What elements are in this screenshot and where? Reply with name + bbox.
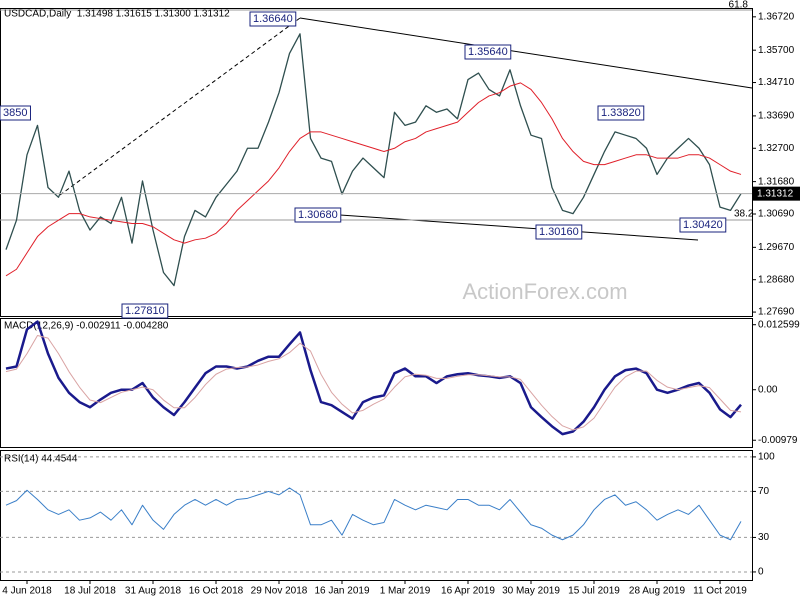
y-tick-label: 1.31680: [758, 176, 795, 187]
annotation-box: [121, 303, 169, 319]
annotation-box: [679, 217, 727, 233]
x-tick-label: 4 Jun 2018: [2, 586, 52, 597]
annotation-box: [597, 105, 645, 121]
annotation: 1.30160: [539, 226, 579, 238]
x-tick-label: 28 Aug 2019: [629, 586, 686, 597]
y-tick-label: 1.33690: [758, 111, 795, 122]
series-line: [5, 33, 742, 287]
annotation: 1.35640: [468, 46, 508, 58]
trend-line: [339, 214, 699, 241]
annotation: 1.33820: [601, 107, 641, 119]
x-tick-label: 30 May 2019: [502, 586, 560, 597]
y-tick-label: 30: [758, 532, 770, 543]
last-price-box: [753, 186, 800, 201]
last-price-label: 1.31312: [757, 188, 794, 199]
annotation: 1.36640: [253, 13, 293, 25]
x-tick-label: 16 Apr 2019: [441, 586, 495, 597]
fib-label: 61.8: [729, 0, 749, 11]
x-tick-label: 29 Nov 2018: [251, 586, 308, 597]
annotation: 1.30420: [683, 219, 723, 231]
fib-label: 38.2: [734, 209, 754, 220]
macd-title: MACD(12,26,9) -0.002911 -0.004280: [4, 321, 169, 332]
series-line: [5, 320, 742, 436]
y-tick-label: 0: [758, 567, 764, 578]
x-tick-label: 31 Aug 2018: [125, 586, 182, 597]
trend-line-dashed: [59, 17, 301, 196]
annotation: 1.27810: [125, 305, 165, 317]
y-tick-label: 1.27690: [758, 307, 795, 318]
y-tick-label: 1.34710: [758, 77, 795, 88]
annotation: 3850: [3, 107, 27, 119]
y-tick-label: 1.32700: [758, 143, 795, 154]
y-tick-label: 70: [758, 486, 770, 497]
price-title: USDCAD,Daily 1.31498 1.31615 1.31300 1.3…: [4, 9, 230, 20]
y-tick-label: 1.29670: [758, 242, 795, 253]
rsi-panel-frame: [0, 450, 753, 581]
y-tick-label: 0.012599: [758, 319, 800, 330]
y-tick-label: 1.35700: [758, 45, 795, 56]
x-tick-label: 18 Jul 2018: [64, 586, 116, 597]
y-tick-label: 0.00: [758, 384, 778, 395]
y-tick-label: 100: [758, 452, 775, 463]
x-tick-label: 11 Oct 2019: [693, 586, 747, 597]
annotation-box: [294, 207, 342, 223]
annotation-box: [535, 224, 583, 240]
x-tick-label: 16 Oct 2018: [189, 586, 244, 597]
price-panel-frame: [0, 8, 753, 317]
series-line: [5, 487, 742, 541]
y-tick-label: 1.30690: [758, 209, 795, 220]
y-tick-label: 1.28680: [758, 274, 795, 285]
trend-line: [299, 17, 753, 89]
x-tick-label: 1 Mar 2019: [380, 586, 431, 597]
annotation-box: [249, 11, 297, 27]
watermark: ActionForex.com: [462, 279, 627, 304]
y-tick-label: 1.36720: [758, 11, 795, 22]
rsi-title: RSI(14) 44.4544: [4, 454, 78, 465]
macd-panel-frame: [0, 318, 753, 448]
series-line: [5, 335, 742, 431]
series-line: [5, 82, 742, 277]
x-tick-label: 15 Jul 2019: [568, 586, 620, 597]
annotation: 1.30680: [298, 209, 338, 221]
annotation-box: [464, 44, 512, 60]
y-tick-label: -0.00979: [758, 435, 798, 446]
annotation-box: [0, 105, 31, 121]
x-tick-label: 16 Jan 2019: [314, 586, 369, 597]
